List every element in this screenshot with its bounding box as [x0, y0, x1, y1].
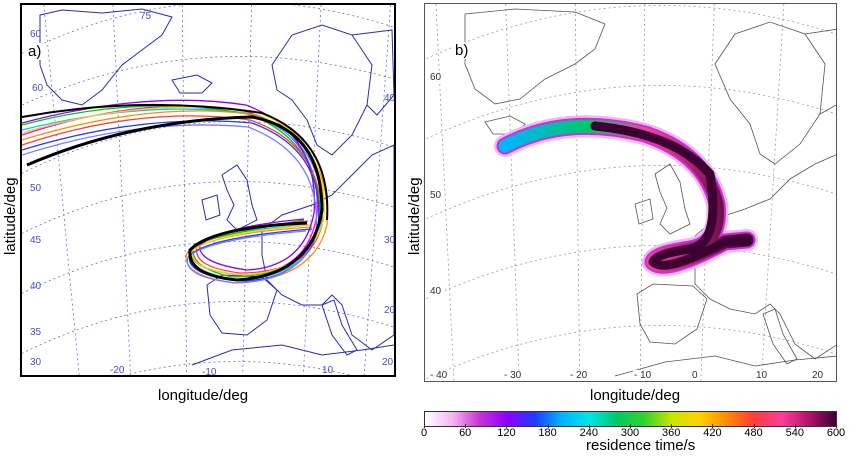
lat-tick: 75: [140, 11, 152, 22]
colorbar-title: residence time/s: [586, 437, 696, 454]
lon-tick: 20: [384, 305, 396, 316]
coastline-a: [39, 8, 394, 366]
colorbar-tick-label: 240: [579, 427, 598, 439]
colorbar-tick-mark: [506, 424, 508, 428]
panel-b-map: b) 60 50 40 - 40 - 30 - 20 - 10 0 10 20: [424, 3, 837, 382]
colorbar-tick-mark: [465, 424, 467, 428]
colorbar-tick-label: 300: [620, 427, 640, 439]
lon-tick: -20: [110, 365, 125, 376]
residence-plume: [494, 115, 758, 277]
panel-b-xlabel: longitude/deg: [590, 387, 681, 404]
colorbar-tick-mark: [630, 424, 631, 428]
lat-tick: 60: [30, 29, 42, 40]
panel-a-ylabel: latitude/deg: [2, 177, 19, 255]
panel-a-label: a): [26, 43, 44, 60]
colorbar-tick-mark: [836, 424, 837, 428]
colorbar-tick-label: 360: [662, 427, 681, 439]
lat-tick: 50: [30, 183, 42, 194]
lon-tick: 40: [384, 93, 396, 104]
lon-tick: 0: [691, 370, 699, 381]
panel-b-svg: [425, 4, 836, 381]
lat-tick: 35: [30, 327, 42, 338]
colorbar-tick-mark: [794, 424, 796, 428]
lon-tick: - 40: [429, 370, 449, 381]
colorbar-tick-label: 480: [744, 427, 763, 439]
lat-tick: 40: [30, 281, 42, 292]
trajectory-bundle: [22, 99, 329, 284]
lat-tick: 20: [382, 357, 394, 368]
graticule-a: [22, 5, 394, 375]
panel-b-label: b): [453, 42, 471, 59]
colorbar-tick-label: 420: [703, 427, 722, 439]
coastline-b: [464, 8, 836, 377]
colorbar-tick-mark: [424, 424, 425, 428]
lat-tick: 40: [429, 286, 443, 297]
lat-tick: 60: [32, 83, 44, 94]
panel-b-ylabel: latitude/deg: [406, 177, 423, 255]
colorbar-tick-label: 540: [785, 427, 804, 439]
lat-tick: 30: [30, 357, 42, 368]
lat-tick: 10: [322, 365, 334, 376]
panel-a-svg: [22, 5, 394, 375]
graticule-b: [425, 4, 836, 381]
lon-tick: 30: [384, 235, 396, 246]
lon-tick: - 10: [633, 370, 653, 381]
colorbar-tick-mark: [712, 424, 714, 428]
colorbar-tick-mark: [753, 424, 755, 428]
colorbar-tick-label: 0: [420, 427, 428, 439]
colorbar-tick-label: 120: [497, 427, 516, 439]
colorbar-tick-label: 180: [538, 427, 557, 439]
colorbar-tick-mark: [671, 424, 673, 428]
colorbar-tick-mark: [547, 424, 549, 428]
lon-tick: - 30: [503, 370, 523, 381]
colorbar-tick-label: 600: [826, 427, 846, 439]
lon-tick: 10: [755, 370, 769, 381]
colorbar-tick-label: 60: [459, 427, 472, 439]
panel-a-map: a) 60 75 60 50 45 40 35 30 20 10 -20 -10…: [20, 3, 396, 377]
lat-tick: 50: [429, 190, 443, 201]
lat-tick: 60: [429, 72, 443, 83]
lat-tick: 45: [30, 235, 42, 246]
lon-tick: - 20: [569, 370, 589, 381]
lon-tick: 20: [811, 370, 825, 381]
colorbar-tick-mark: [588, 424, 590, 428]
lon-tick: -10: [202, 367, 217, 377]
panel-a-xlabel: longitude/deg: [158, 387, 249, 404]
